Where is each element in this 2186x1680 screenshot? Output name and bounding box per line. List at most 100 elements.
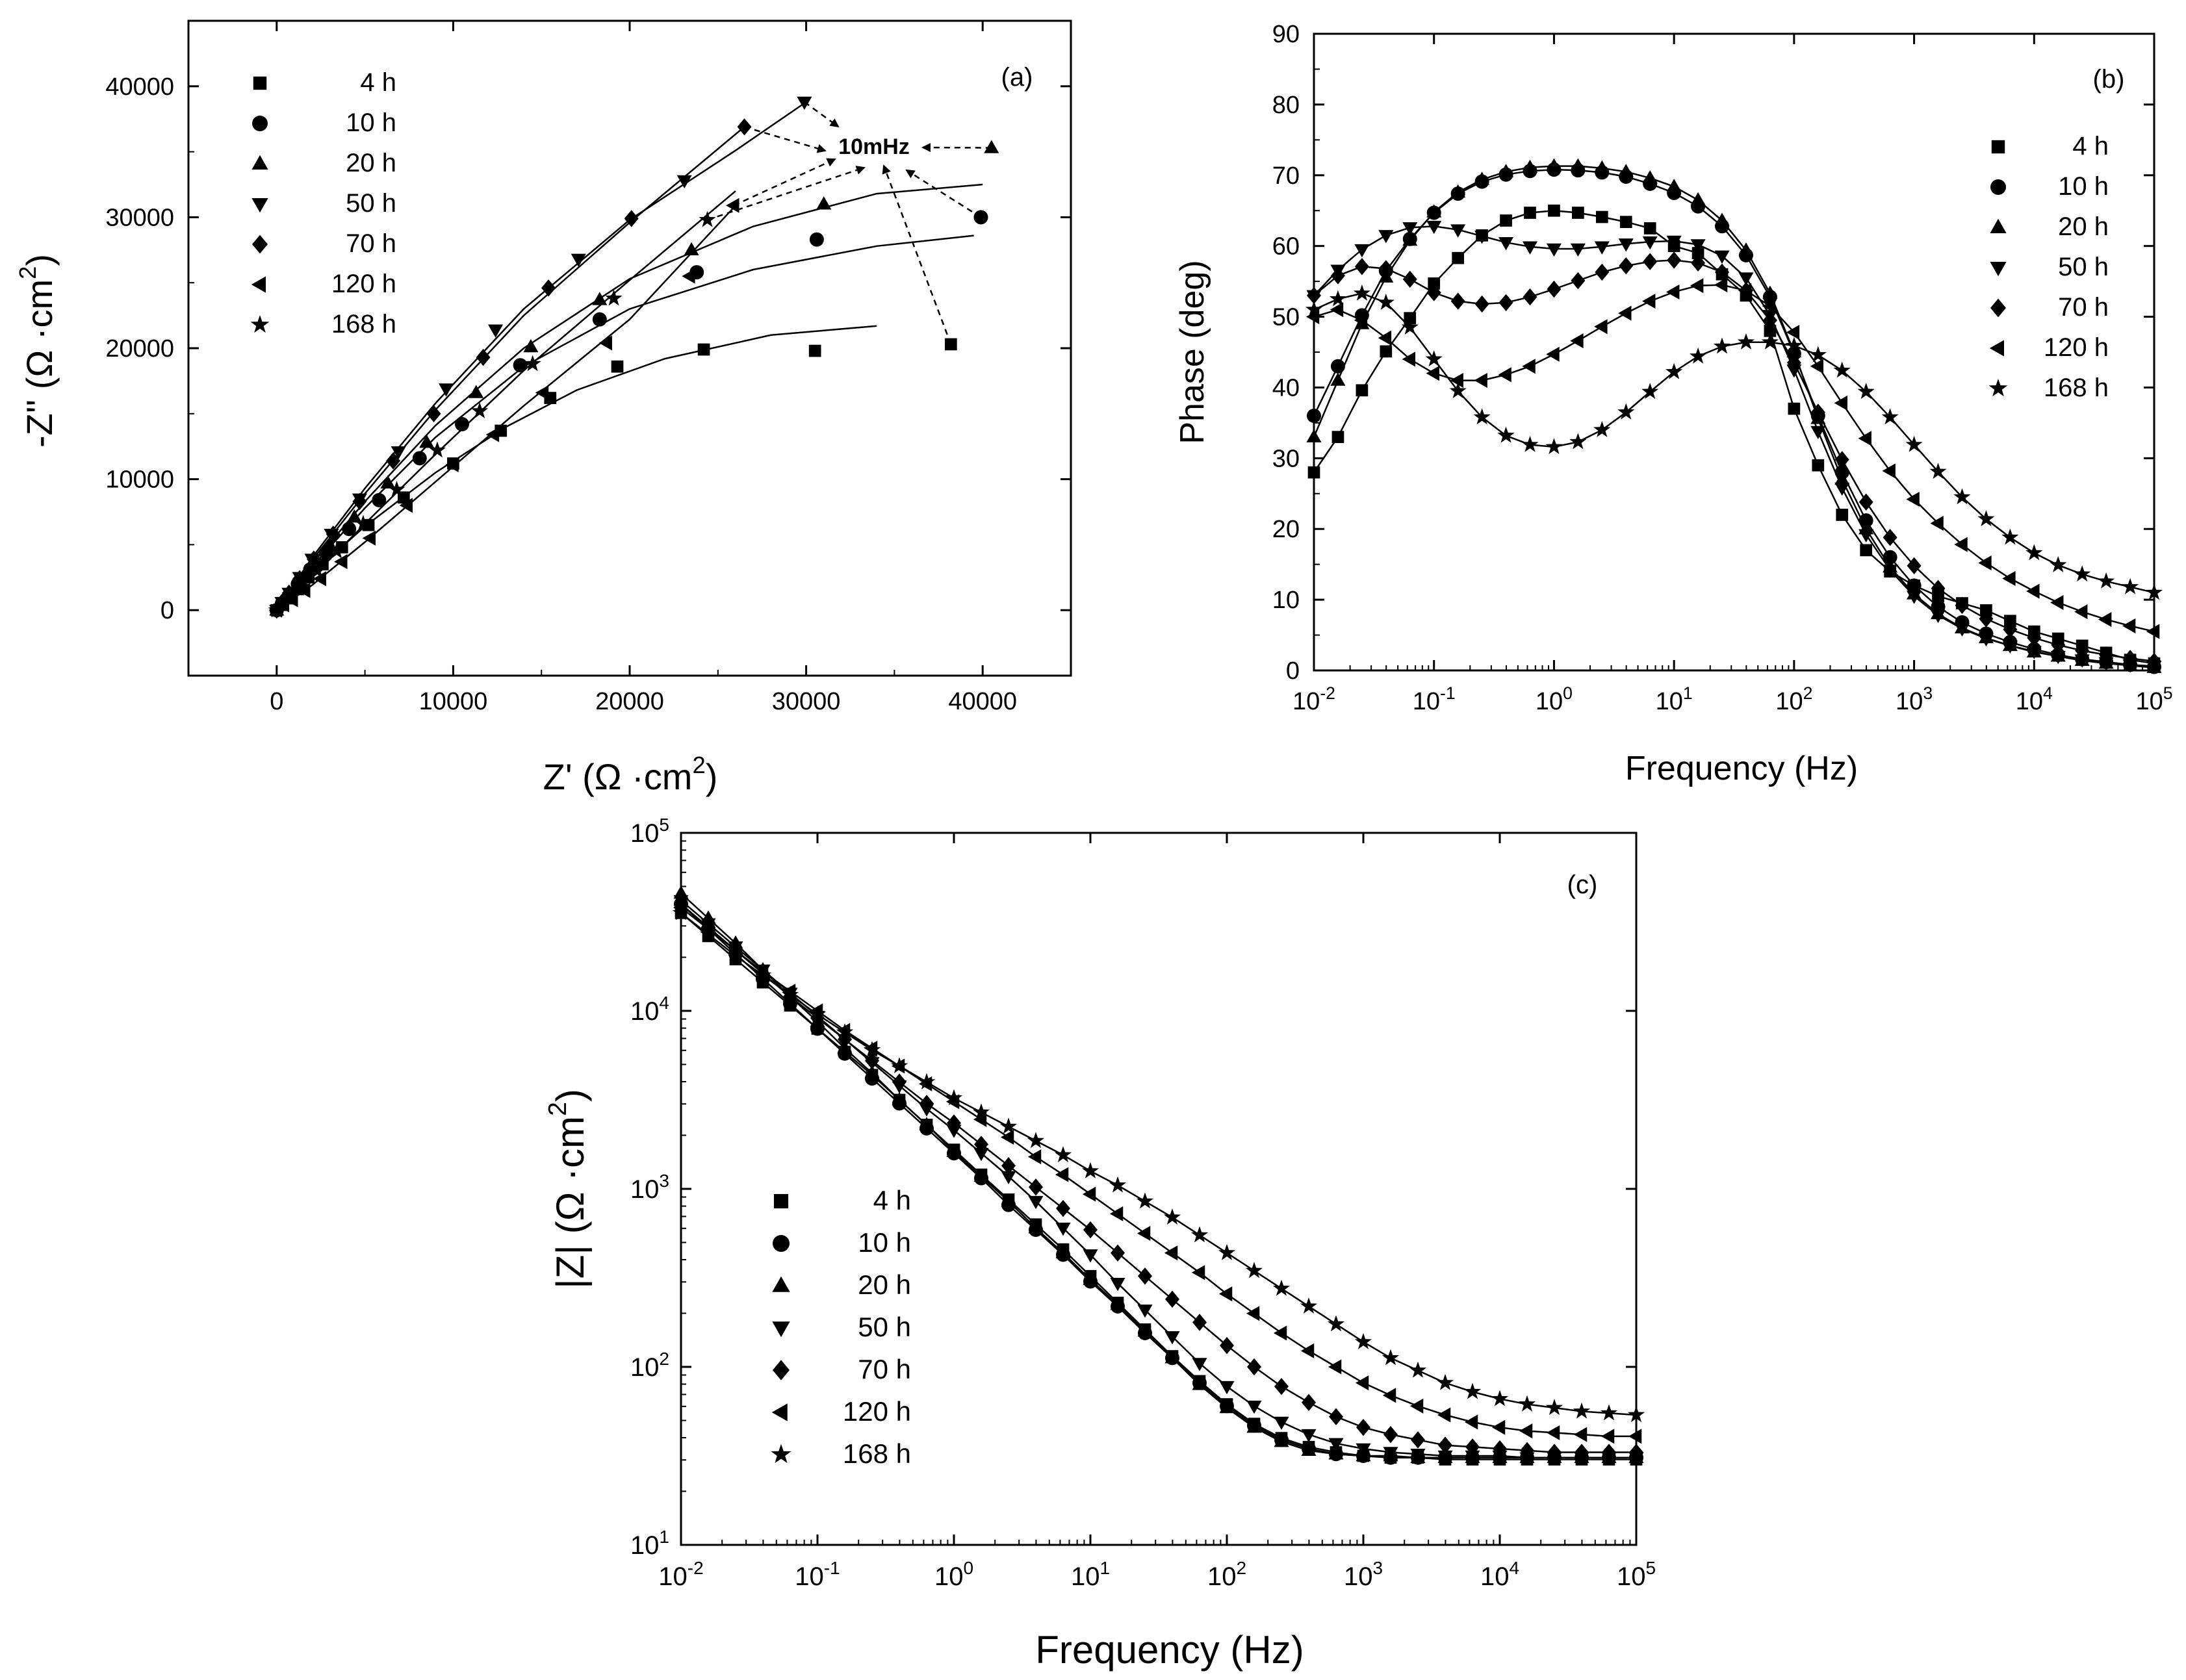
data-point — [2147, 652, 2161, 670]
data-point — [1382, 1349, 1400, 1366]
data-point — [1600, 1404, 1618, 1421]
annotation-10mHz: 10mHz — [838, 134, 910, 159]
data-point — [1450, 184, 1466, 198]
data-point — [1192, 1377, 1207, 1390]
data-point — [1220, 1336, 1234, 1355]
data-point — [1437, 1450, 1453, 1464]
x-tick-label: 10-2 — [1292, 683, 1335, 715]
data-point — [865, 1052, 879, 1069]
y-tick-label: 104 — [630, 993, 669, 1026]
data-point — [1977, 510, 1995, 527]
data-point — [2074, 565, 2091, 581]
data-point — [1001, 1157, 1016, 1175]
data-point — [1548, 204, 1560, 217]
legend-marker — [771, 1403, 788, 1421]
data-point — [1643, 253, 1658, 270]
data-point — [2001, 528, 2019, 545]
data-point — [1497, 426, 1515, 443]
data-point — [328, 542, 346, 559]
data-point — [1353, 284, 1370, 301]
data-point — [1426, 220, 1442, 235]
y-tick-label: 70 — [1272, 162, 1300, 190]
data-point — [1356, 1443, 1371, 1457]
data-point — [1619, 257, 1634, 275]
data-point — [1329, 290, 1346, 307]
data-point — [1190, 1226, 1209, 1243]
data-point — [1714, 277, 1728, 293]
data-point — [1690, 347, 1707, 364]
x-tick-label: 103 — [1896, 683, 1933, 715]
legend-marker — [773, 1360, 790, 1381]
data-point — [2145, 583, 2163, 600]
data-point — [1426, 366, 1439, 381]
data-point — [1569, 433, 1587, 450]
data-point — [1109, 1206, 1124, 1221]
data-point — [592, 292, 608, 305]
data-point — [428, 441, 446, 458]
data-point — [797, 96, 812, 110]
panel-label-a: (a) — [1001, 63, 1033, 92]
panel-b-frame — [1313, 32, 2155, 672]
data-point — [1402, 270, 1417, 288]
data-point — [1274, 1416, 1289, 1431]
data-point — [1218, 1243, 1236, 1260]
data-point — [2050, 556, 2067, 572]
x-tick-label: 105 — [2135, 683, 2172, 715]
data-point — [1954, 623, 1970, 637]
data-point — [2050, 594, 2064, 611]
data-point — [1955, 596, 1970, 615]
data-point — [1629, 1444, 1643, 1461]
data-point — [1027, 1149, 1042, 1165]
data-point — [1473, 408, 1491, 425]
data-point — [1521, 435, 1539, 452]
panel-c: 10-2 10-1 100 101 102 103 104 105 101 102 103 104 10… — [544, 815, 1656, 1672]
data-point — [945, 1089, 963, 1106]
data-point — [592, 312, 607, 327]
legend-marker — [1989, 340, 2004, 357]
data-point — [605, 289, 623, 306]
data-point — [1498, 236, 1514, 251]
data-point — [1930, 609, 1946, 624]
data-point — [1083, 1221, 1098, 1239]
data-point — [1219, 1381, 1235, 1395]
data-point — [611, 360, 624, 373]
data-point — [1714, 212, 1730, 226]
x-tick-label: 101 — [1071, 1558, 1110, 1591]
data-point — [399, 498, 413, 513]
legend-label: 168 h — [2044, 374, 2109, 402]
data-point — [1245, 1262, 1263, 1279]
data-point — [1330, 359, 1345, 374]
data-point — [672, 904, 690, 921]
data-point — [1690, 278, 1704, 294]
panel-a: 0 10000 20000 30000 40000 0 10000 20000 30000 400… — [14, 19, 1072, 797]
legend-label: 20 h — [858, 1269, 911, 1300]
data-point — [1055, 1223, 1071, 1236]
data-point — [2146, 624, 2160, 639]
data-point — [1500, 214, 1512, 227]
y-tick-label: 80 — [1272, 92, 1300, 119]
x-axis-label: Frequency (Hz) — [1625, 750, 1858, 787]
data-point — [1247, 1358, 1261, 1376]
data-point — [1522, 359, 1536, 374]
data-point — [1602, 1444, 1616, 1461]
data-point — [292, 570, 307, 588]
data-point — [973, 1147, 989, 1162]
data-point — [684, 242, 699, 256]
data-point — [1524, 207, 1536, 219]
data-point — [1810, 426, 1826, 440]
data-point — [1165, 1290, 1179, 1308]
data-point — [1401, 318, 1419, 335]
data-point — [281, 584, 296, 602]
data-point — [1666, 235, 1682, 249]
data-point — [727, 947, 745, 963]
data-point — [313, 571, 326, 587]
data-point — [1836, 509, 1849, 521]
data-point — [1382, 1388, 1396, 1403]
data-point — [438, 383, 454, 397]
data-point — [1546, 158, 1562, 172]
data-point — [1809, 346, 1827, 363]
data-point — [1545, 1399, 1563, 1416]
data-point — [1493, 1440, 1507, 1458]
data-point — [268, 601, 285, 618]
legend-label: 70 h — [858, 1354, 911, 1384]
